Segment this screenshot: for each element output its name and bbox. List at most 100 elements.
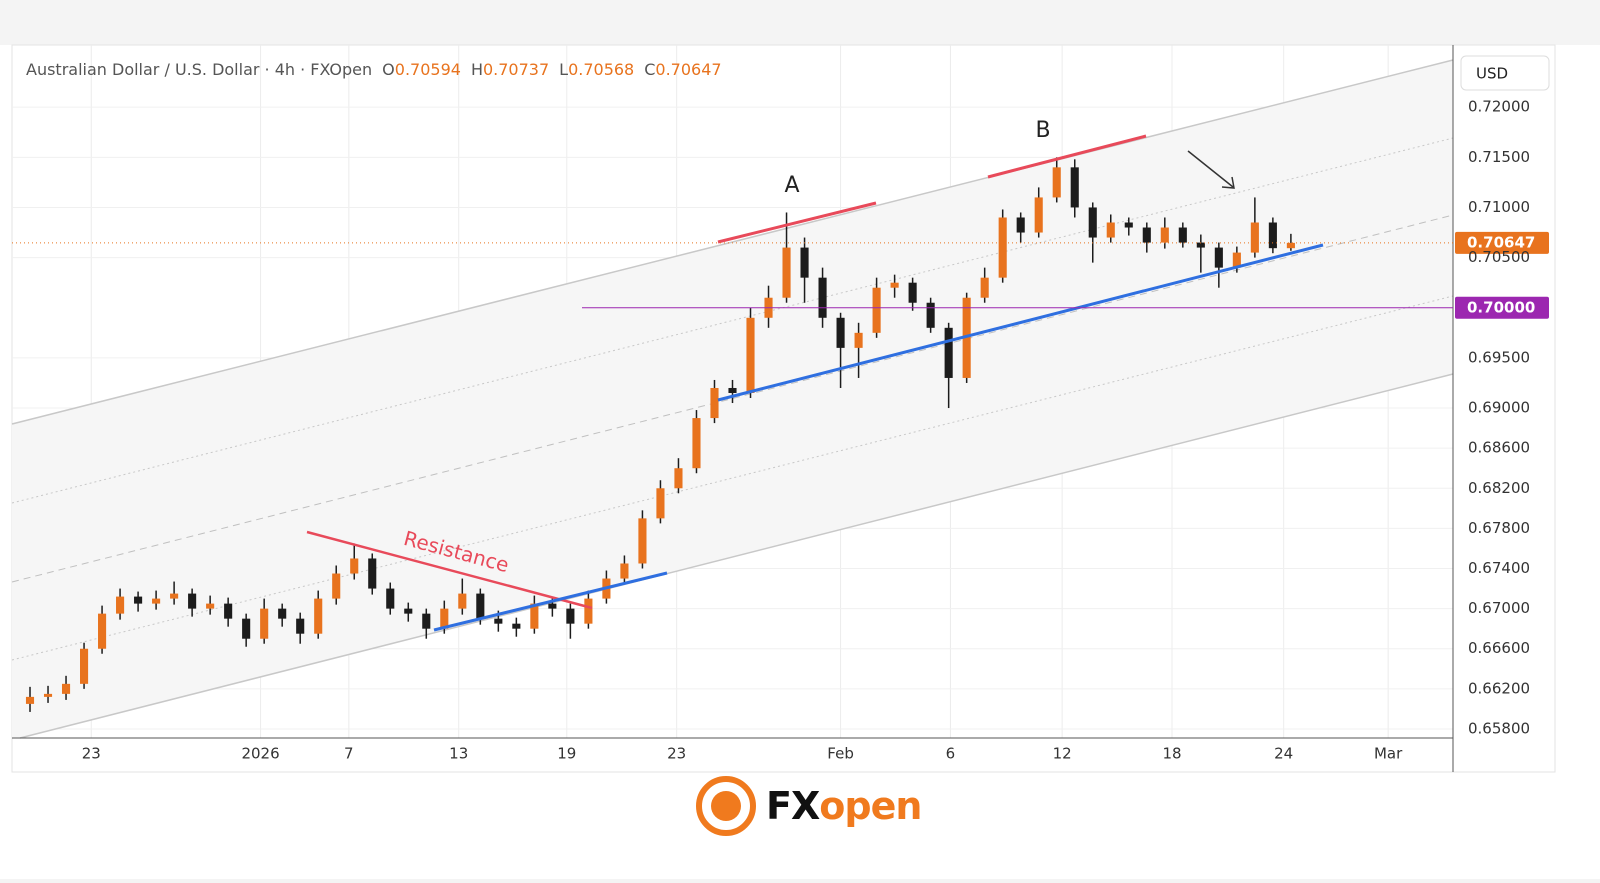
candle-body	[242, 618, 251, 639]
y-tick-label: 0.71000	[1468, 198, 1530, 216]
x-tick-label: 7	[344, 745, 354, 763]
candle-body	[944, 327, 953, 378]
resistance-line	[306, 530, 593, 610]
y-tick-label: 0.66600	[1468, 639, 1530, 657]
x-tick-label: Mar	[1374, 745, 1403, 763]
candle-body	[43, 693, 53, 697]
candle-body	[314, 598, 323, 634]
candle-body	[926, 302, 935, 328]
arrow	[1187, 150, 1234, 188]
ohlc-value: 0.70647	[655, 60, 721, 79]
label-b: B	[1035, 118, 1050, 143]
ohlc-key: C	[644, 60, 655, 79]
candle-body	[1268, 222, 1277, 249]
y-tick-label: 0.67400	[1468, 559, 1530, 577]
candle-body	[260, 608, 269, 639]
y-tick-label: 0.67000	[1468, 599, 1530, 617]
candle-body	[1160, 227, 1169, 243]
candle-body	[728, 387, 737, 393]
currency-box[interactable]	[1460, 55, 1550, 91]
y-tick-label: 0.72000	[1468, 98, 1530, 116]
candle-body	[1196, 242, 1205, 248]
candle-body	[782, 247, 791, 298]
logo: FXopen	[696, 776, 922, 836]
candle-body	[656, 488, 665, 519]
resistance-line	[717, 201, 877, 244]
candle-body	[188, 593, 197, 609]
arrow-head	[1221, 176, 1235, 189]
candle-body	[710, 387, 719, 419]
candle-body	[854, 332, 863, 348]
candles	[25, 157, 1295, 712]
candle-body	[548, 603, 557, 609]
candle-body	[1214, 247, 1223, 268]
y-tick-label: 0.69500	[1468, 348, 1530, 366]
y-tick-label: 0.71500	[1468, 148, 1530, 166]
currency[interactable]: USD	[1476, 65, 1508, 83]
candle-body	[1250, 222, 1259, 253]
level-tag	[1455, 296, 1549, 319]
ohlc-key: O	[382, 60, 395, 79]
x-tick-label: 19	[557, 745, 576, 763]
candle-body	[620, 563, 629, 579]
header: Australian Dollar / U.S. Dollar · 4h · F…	[26, 60, 722, 79]
candle-body	[818, 277, 827, 318]
y-tick-label: 0.68200	[1468, 479, 1530, 497]
ohlc-key: L	[559, 60, 568, 79]
brand-open: open	[819, 784, 921, 828]
candle-body	[1106, 222, 1115, 238]
logo-lion	[711, 791, 741, 821]
symbol: Australian Dollar / U.S. Dollar · 4h · F…	[26, 60, 372, 79]
candle-body	[800, 247, 809, 278]
x-tick-label: Feb	[827, 745, 854, 763]
channel-mid	[11, 214, 1454, 583]
candle-body	[998, 217, 1007, 278]
candle-body	[98, 613, 107, 649]
candle-body	[1016, 217, 1025, 233]
y-tick-label: 0.69000	[1468, 399, 1530, 417]
candle-body	[1178, 227, 1187, 243]
candle-body	[134, 596, 143, 604]
resistance-line	[987, 134, 1147, 179]
x-tick-label: 12	[1053, 745, 1072, 763]
candle-body	[872, 287, 881, 333]
candle-body	[296, 618, 305, 634]
candle-body	[1070, 167, 1079, 208]
x-tick-label: 23	[667, 745, 686, 763]
candle-body	[368, 558, 377, 589]
y-tick-label: 0.65800	[1468, 719, 1530, 737]
candle-body	[638, 518, 647, 564]
candle-body	[422, 613, 431, 629]
last-price-label: 0.70647	[1467, 233, 1535, 251]
candle-body	[25, 696, 35, 704]
logo-ring	[696, 776, 756, 836]
x-tick-label: 18	[1162, 745, 1181, 763]
candle-body	[1088, 207, 1097, 238]
candle-body	[584, 598, 593, 624]
candle-body	[890, 282, 899, 288]
candle-body	[206, 603, 215, 609]
last-price-tag	[1455, 231, 1549, 254]
ohlc-value: 0.70568	[568, 60, 634, 79]
candle-body	[224, 603, 233, 619]
candle-body	[458, 593, 467, 609]
channel-lower	[19, 373, 1454, 739]
candle-body	[836, 317, 845, 348]
x-tick-label: 2026	[241, 745, 279, 763]
candle-body	[746, 317, 755, 393]
candle-body	[1052, 167, 1061, 198]
candle-body	[566, 608, 575, 624]
candle-body	[1286, 242, 1295, 249]
candle-body	[512, 623, 521, 629]
channel	[11, 59, 1454, 739]
y-tick-label: 0.70500	[1468, 248, 1530, 266]
support-line	[717, 243, 1324, 402]
x-tick-label: 13	[449, 745, 468, 763]
brand-fx: FX	[766, 784, 820, 828]
y-tick-label: 0.68600	[1468, 439, 1530, 457]
levels: 0.70000 0.70647	[12, 231, 1549, 319]
y-tick-label: 0.67800	[1468, 519, 1530, 537]
candle-body	[530, 603, 539, 629]
candle-body	[332, 573, 341, 599]
